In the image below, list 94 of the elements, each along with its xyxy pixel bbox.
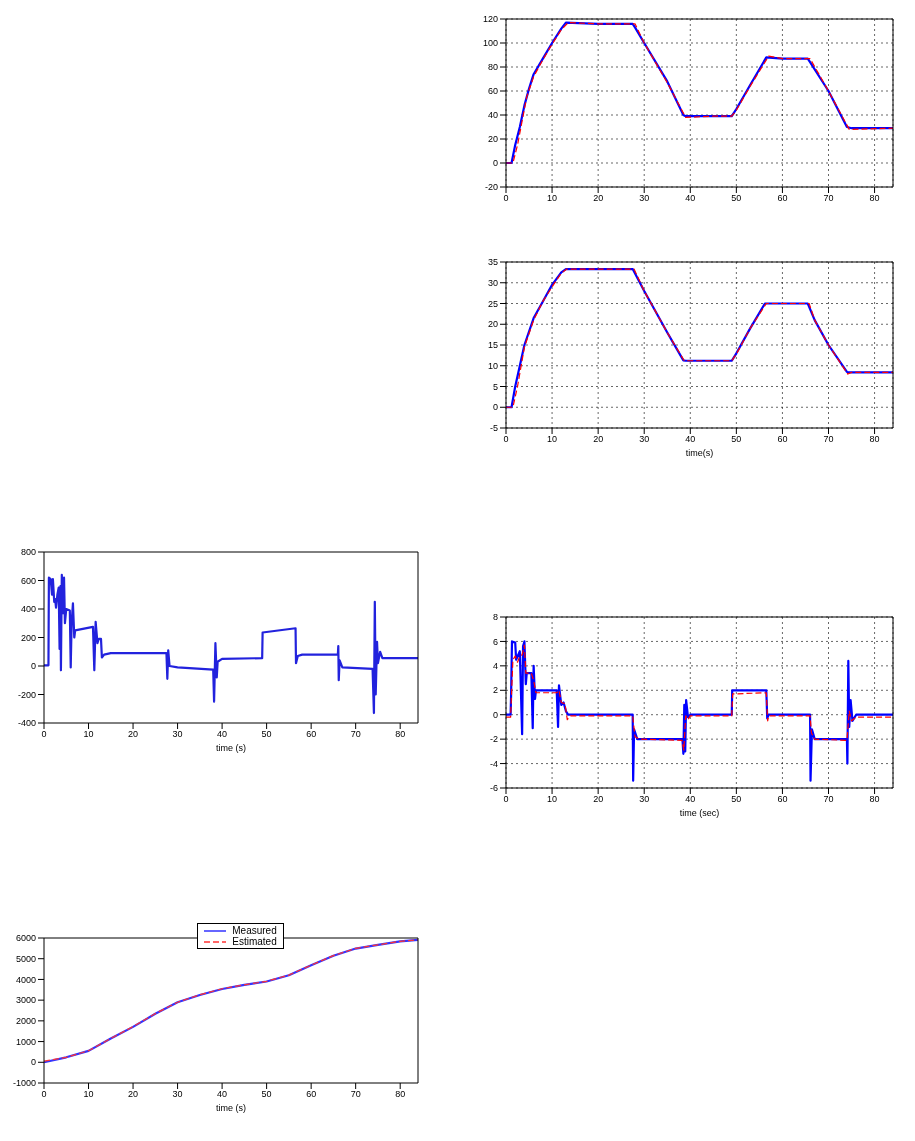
y-tick-label: 4000 [15,974,36,985]
x-tick-label: 40 [217,729,228,740]
x-tick-label: 60 [777,794,788,805]
y-tick-label: 60 [487,86,498,97]
y-tick-label: 2 [492,685,498,696]
x-tick-label: 0 [503,434,509,445]
y-tick-label: 30 [487,277,498,288]
x-tick-label: 30 [639,794,650,805]
x-axis-title: time (s) [216,1103,246,1113]
y-tick-label: 5 [492,381,498,392]
line-series [506,640,893,782]
y-tick-label: -5 [489,423,498,434]
x-tick-label: 70 [350,729,361,740]
x-tick-label: 60 [777,193,788,204]
x-tick-label: 10 [83,1089,94,1100]
x-tick-label: 40 [685,434,696,445]
x-tick-label: 70 [823,794,834,805]
y-tick-label: -4 [489,758,498,769]
x-tick-label: 20 [128,729,139,740]
y-tick-label: 10 [487,360,498,371]
y-tick-label: 0 [30,1057,36,1068]
x-tick-label: 30 [639,434,650,445]
x-tick-label: 0 [41,729,47,740]
y-tick-label: 800 [20,547,36,558]
x-tick-label: 80 [869,193,880,204]
x-tick-label: 50 [731,434,742,445]
x-tick-label: 0 [41,1089,47,1100]
x-tick-label: 30 [172,1089,183,1100]
y-tick-label: 400 [20,604,36,615]
x-axis-title: time (sec) [679,808,720,818]
y-tick-label: 0 [492,158,498,169]
y-tick-label: 100 [482,38,498,49]
x-tick-label: 10 [83,729,94,740]
x-tick-label: 70 [350,1089,361,1100]
y-tick-label: 80 [487,62,498,73]
y-tick-label: 35 [487,257,498,268]
x-tick-label: 70 [823,193,834,204]
x-tick-label: 30 [172,729,183,740]
legend-label: Estimated [232,936,277,947]
y-tick-label: 6 [492,636,498,647]
y-tick-label: 200 [20,632,36,643]
y-tick-label: 8 [492,612,498,623]
x-tick-label: 50 [261,1089,272,1100]
y-tick-label: 120 [482,14,498,25]
y-tick-label: 0 [492,709,498,720]
x-axis-title: time(s) [685,448,714,458]
y-tick-label: 5000 [15,953,36,964]
y-tick-label: -1000 [12,1078,36,1089]
x-tick-label: 60 [306,729,317,740]
y-tick-label: 3000 [15,995,36,1006]
x-tick-label: 10 [547,434,558,445]
y-tick-label: 20 [487,134,498,145]
y-tick-label: 40 [487,110,498,121]
y-tick-label: 2000 [15,1016,36,1027]
y-tick-label: 6000 [15,933,36,944]
x-tick-label: 20 [128,1089,139,1100]
x-tick-label: 80 [869,794,880,805]
x-tick-label: 0 [503,794,509,805]
y-tick-label: -20 [484,182,498,193]
x-tick-label: 80 [395,1089,406,1100]
x-tick-label: 60 [306,1089,317,1100]
y-tick-label: 1000 [15,1036,36,1047]
x-tick-label: 30 [639,193,650,204]
x-tick-label: 0 [503,193,509,204]
x-tick-label: 80 [869,434,880,445]
x-tick-label: 50 [731,794,742,805]
x-tick-label: 80 [395,729,406,740]
legend-label: Measured [232,925,277,936]
y-tick-label: 15 [487,340,498,351]
y-tick-label: -6 [489,783,498,794]
x-tick-label: 50 [261,729,272,740]
x-tick-label: 20 [593,193,604,204]
x-tick-label: 60 [777,434,788,445]
x-tick-label: 70 [823,434,834,445]
x-tick-label: 10 [547,794,558,805]
y-tick-label: 25 [487,298,498,309]
y-tick-label: -2 [489,734,498,745]
x-tick-label: 50 [731,193,742,204]
y-tick-label: -200 [17,689,36,700]
x-tick-label: 40 [685,193,696,204]
line-series [506,644,893,751]
y-tick-label: 600 [20,575,36,586]
x-axis-title: time (s) [216,743,246,753]
x-tick-label: 20 [593,434,604,445]
line-series [44,573,418,715]
y-tick-label: 4 [492,661,498,672]
y-tick-label: 0 [492,402,498,413]
y-tick-label: 0 [30,661,36,672]
x-tick-label: 20 [593,794,604,805]
y-tick-label: -400 [17,718,36,729]
x-tick-label: 40 [217,1089,228,1100]
x-tick-label: 10 [547,193,558,204]
y-tick-label: 20 [487,319,498,330]
x-tick-label: 40 [685,794,696,805]
